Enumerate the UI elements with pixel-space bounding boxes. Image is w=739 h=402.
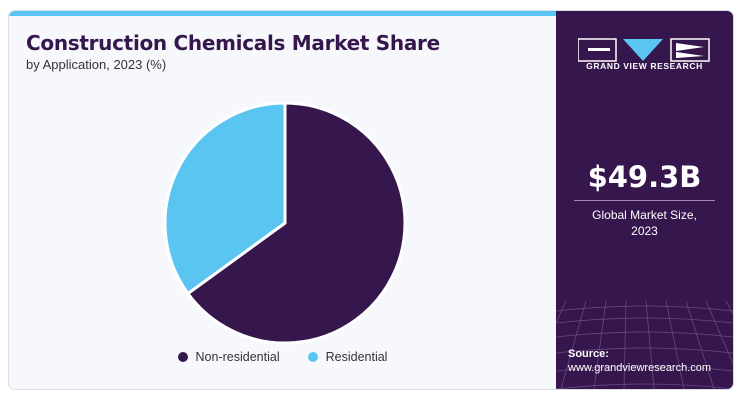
decorative-grid — [556, 301, 733, 389]
market-size-label: Global Market Size, 2023 — [556, 207, 733, 239]
legend-item-non-residential: Non-residential — [177, 350, 280, 364]
brand-name: GRAND VIEW RESEARCH — [586, 61, 703, 71]
chart-title: Construction Chemicals Market Share — [26, 31, 440, 55]
source-url: www.grandviewresearch.com — [568, 362, 712, 374]
pie-slice-non-residential — [186, 101, 407, 345]
market-size-label-line1: Global Market Size, — [592, 208, 697, 222]
chart-panel: Construction Chemicals Market Share by A… — [9, 11, 556, 389]
market-size-label-line2: 2023 — [631, 224, 658, 238]
pie-slice-residential — [163, 101, 287, 296]
legend-label: Residential — [325, 350, 388, 364]
grand-view-research-logo — [578, 38, 710, 62]
legend-swatch — [307, 352, 318, 362]
chart-legend: Non-residential Residential — [9, 350, 556, 364]
info-panel: GRAND VIEW RESEARCH $49.3B Global Market… — [556, 11, 733, 389]
accent-bar — [9, 11, 556, 16]
chart-card: Construction Chemicals Market Share by A… — [9, 11, 733, 389]
pie-chart — [163, 101, 407, 345]
legend-item-residential: Residential — [307, 350, 388, 364]
source-label: Source: — [568, 348, 609, 360]
market-size-value: $49.3B — [587, 160, 702, 194]
legend-swatch — [177, 352, 188, 362]
divider — [574, 200, 715, 201]
legend-label: Non-residential — [195, 350, 280, 364]
chart-subtitle: by Application, 2023 (%) — [26, 57, 167, 72]
